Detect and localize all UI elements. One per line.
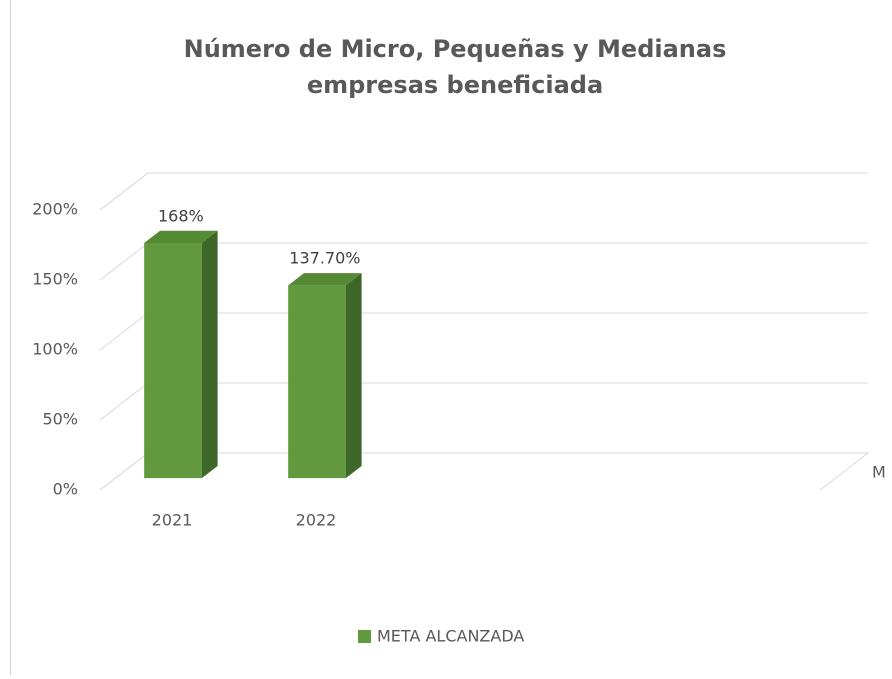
- bar-side: [202, 231, 218, 478]
- chart-title: Número de Micro, Pequeñas y Medianas: [184, 35, 727, 63]
- grid-line: [100, 173, 868, 210]
- legend-swatch: [358, 630, 371, 643]
- x-tick-label: 2021: [152, 511, 193, 530]
- y-tick-label: 50%: [42, 410, 78, 429]
- y-tick-label: 100%: [32, 340, 78, 359]
- chart-title: empresas beneficiada: [307, 71, 603, 99]
- data-label: 168%: [158, 206, 204, 225]
- data-label: 137.70%: [289, 249, 360, 268]
- wall-edge: [100, 173, 868, 210]
- bar: [288, 273, 361, 478]
- legend-label: META ALCANZADA: [377, 627, 524, 646]
- x-tick-label: 2022: [296, 511, 337, 530]
- y-tick-label: 150%: [32, 270, 78, 289]
- axis-end-label: M: [872, 463, 886, 482]
- bar-front: [288, 285, 346, 478]
- bar: [144, 231, 217, 478]
- chart-border: [11, 0, 892, 675]
- y-tick-label: 0%: [53, 480, 78, 499]
- bar-front: [144, 243, 202, 478]
- bar-side: [346, 273, 362, 478]
- y-tick-label: 200%: [32, 200, 78, 219]
